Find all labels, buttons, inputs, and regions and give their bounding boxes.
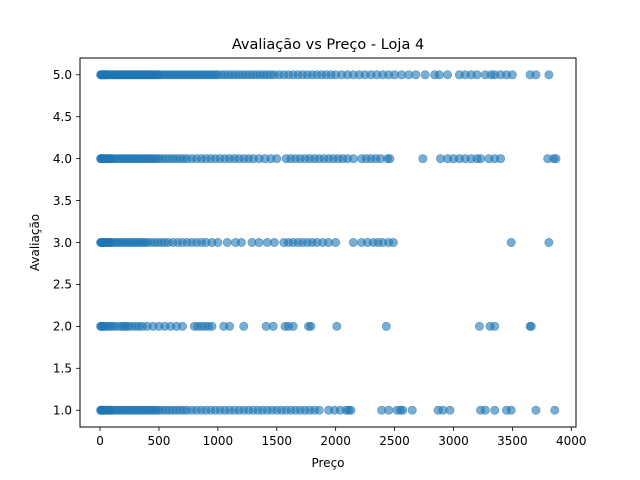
y-tick-label: 2.0 [53,320,72,334]
x-tick-label: 3500 [497,434,528,448]
data-point [411,70,421,80]
x-tick-label: 0 [96,434,104,448]
data-point [268,321,278,331]
y-tick-label: 4.0 [53,152,72,166]
data-point [550,405,560,415]
data-point [526,321,536,331]
data-point [384,405,394,415]
y-axis-title: Avaliação [28,214,42,271]
x-axis-title: Preço [311,456,344,470]
data-point [239,321,249,331]
x-axis: 0 500 1000 1500 2000 2500 3000 3500 4000 [96,427,587,448]
data-point [254,238,264,248]
y-tick-label: 4.5 [53,110,72,124]
data-point [331,238,341,248]
data-point [388,238,398,248]
data-point [490,321,500,331]
data-point [213,238,223,248]
data-point [332,321,342,331]
y-tick-label: 5.0 [53,68,72,82]
data-point [531,70,541,80]
x-tick-label: 1000 [203,434,234,448]
y-tick-label: 2.5 [53,278,72,292]
x-tick-label: 500 [147,434,170,448]
data-point [398,405,408,415]
data-point [306,321,316,331]
x-tick-label: 2500 [379,434,410,448]
data-point [434,70,444,80]
data-point [496,154,506,164]
x-tick-label: 2000 [320,434,351,448]
data-point [506,405,516,415]
x-tick-label: 1500 [261,434,292,448]
data-point [476,154,486,164]
data-point [551,154,561,164]
data-point [474,321,484,331]
data-point [418,154,428,164]
y-tick-label: 3.0 [53,236,72,250]
y-axis: 1.0 1.5 2.0 2.5 3.0 3.5 4.0 4.5 5.0 [53,68,80,418]
data-point [381,321,391,331]
data-point [544,70,554,80]
data-point [178,321,188,331]
data-point [531,405,541,415]
data-point [507,70,517,80]
y-tick-label: 1.0 [53,404,72,418]
data-point [407,405,417,415]
y-tick-label: 1.5 [53,362,72,376]
data-point [314,405,324,415]
data-point [490,405,500,415]
data-point [348,154,358,164]
data-points [96,70,561,415]
data-point [272,154,282,164]
data-point [225,321,235,331]
data-point [348,238,358,248]
data-point [480,405,490,415]
x-tick-label: 3000 [438,434,469,448]
data-point [222,238,232,248]
data-point [443,70,453,80]
chart-title: Avaliação vs Preço - Loja 4 [232,37,424,53]
data-point [506,238,516,248]
data-point [288,321,298,331]
x-tick-label: 4000 [556,434,587,448]
y-tick-label: 3.5 [53,194,72,208]
data-point [207,321,217,331]
data-point [346,405,356,415]
data-point [544,238,554,248]
data-point [420,70,430,80]
data-point [472,70,482,80]
data-point [236,238,246,248]
data-point [269,238,279,248]
data-point [445,405,455,415]
data-point [385,154,395,164]
